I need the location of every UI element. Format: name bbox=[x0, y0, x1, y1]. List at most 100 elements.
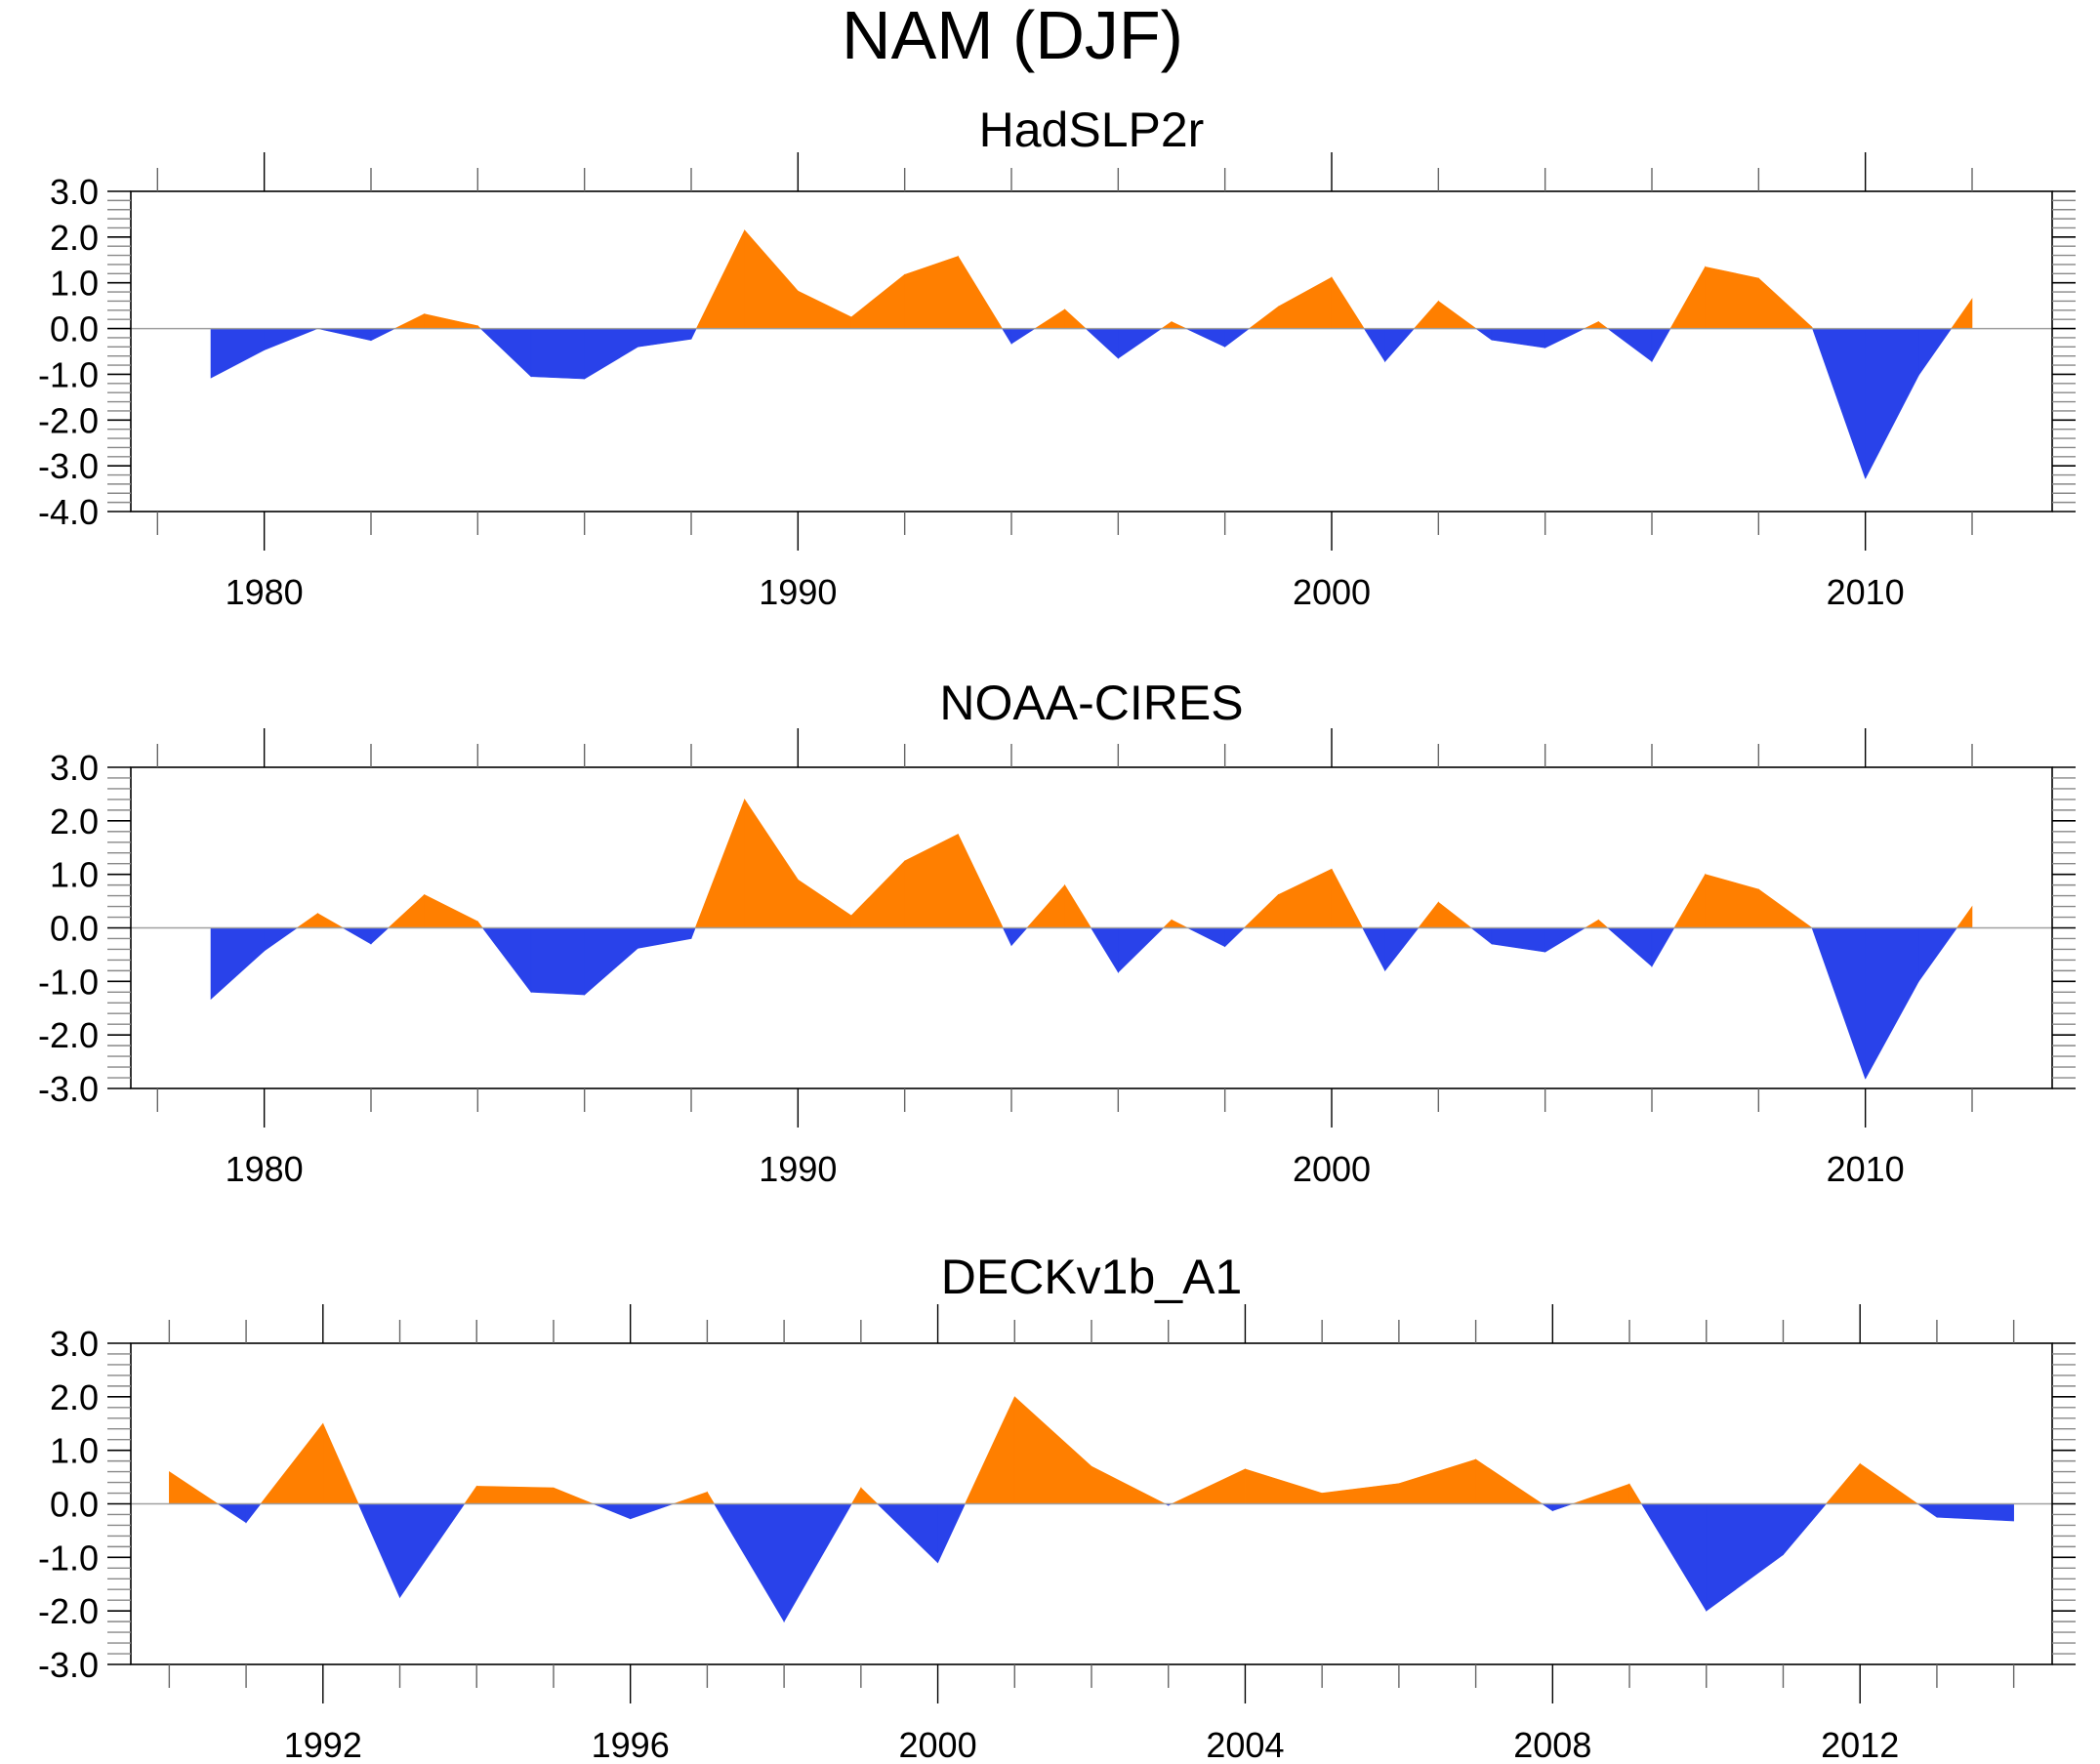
positive-area bbox=[1013, 1396, 1092, 1504]
negative-area bbox=[342, 927, 372, 945]
negative-area bbox=[264, 927, 299, 952]
negative-area bbox=[530, 927, 585, 996]
x-tick-label: 2000 bbox=[1293, 1149, 1371, 1189]
positive-area bbox=[1758, 277, 1813, 329]
y-tick-label: -1.0 bbox=[38, 1538, 99, 1578]
positive-area bbox=[424, 894, 478, 928]
x-tick-label: 1996 bbox=[592, 1725, 670, 1764]
negative-area bbox=[1811, 927, 1866, 1080]
y-tick-label: -3.0 bbox=[38, 446, 99, 486]
y-tick-label: -2.0 bbox=[38, 1015, 99, 1055]
positive-area bbox=[744, 798, 799, 928]
negative-area bbox=[1187, 927, 1225, 948]
negative-area bbox=[1865, 927, 1919, 1080]
y-tick-label: 3.0 bbox=[50, 748, 99, 788]
negative-area bbox=[1002, 927, 1012, 946]
positive-area bbox=[1091, 1465, 1166, 1504]
positive-area bbox=[1859, 1462, 1919, 1504]
negative-area bbox=[1010, 328, 1037, 345]
y-tick-label: 3.0 bbox=[50, 172, 99, 212]
positive-area bbox=[1321, 1483, 1400, 1504]
positive-area bbox=[958, 834, 1004, 928]
positive-area bbox=[798, 879, 852, 928]
positive-area bbox=[1628, 1483, 1642, 1504]
negative-area bbox=[1936, 1503, 2014, 1522]
y-tick-label: -1.0 bbox=[38, 962, 99, 1002]
positive-area bbox=[673, 1492, 708, 1504]
panel-title: NOAA-CIRES bbox=[939, 676, 1243, 730]
x-tick-label: 2000 bbox=[899, 1725, 977, 1764]
negative-area bbox=[399, 1503, 466, 1599]
positive-area bbox=[1331, 869, 1364, 928]
positive-area bbox=[477, 921, 483, 928]
positive-area bbox=[694, 799, 745, 928]
y-tick-label: -2.0 bbox=[38, 400, 99, 440]
x-tick-label: 1990 bbox=[759, 572, 837, 612]
y-tick-label: 0.0 bbox=[50, 309, 99, 349]
positive-area bbox=[1438, 300, 1477, 329]
positive-area bbox=[1245, 1468, 1323, 1504]
positive-area bbox=[1278, 276, 1333, 329]
x-tick-label: 2010 bbox=[1827, 1149, 1905, 1189]
y-tick-label: 1.0 bbox=[50, 264, 99, 304]
negative-area bbox=[370, 328, 395, 342]
positive-area bbox=[1064, 308, 1087, 329]
positive-area bbox=[1160, 320, 1173, 329]
negative-area bbox=[630, 1503, 674, 1520]
negative-area bbox=[1118, 328, 1163, 359]
positive-area bbox=[1705, 266, 1759, 329]
negative-area bbox=[210, 328, 265, 379]
negative-area bbox=[714, 1503, 785, 1623]
positive-area bbox=[1172, 1468, 1246, 1504]
negative-area bbox=[1085, 328, 1119, 359]
positive-area bbox=[1951, 298, 1973, 329]
panel-3: DECKv1b_A1 3.0 2.0 1.0 0.0 -1.0 -2.0 -3.0 1992 19… bbox=[38, 1250, 2076, 1764]
positive-area bbox=[1034, 308, 1065, 329]
negative-area bbox=[217, 1503, 247, 1524]
negative-area bbox=[690, 927, 696, 939]
positive-area bbox=[1475, 1458, 1544, 1504]
x-tick-label: 1980 bbox=[226, 1149, 304, 1189]
positive-area bbox=[798, 290, 852, 329]
negative-area bbox=[584, 927, 638, 996]
y-tick-label: 2.0 bbox=[50, 1377, 99, 1417]
positive-area bbox=[1171, 321, 1187, 329]
x-tick-label: 1980 bbox=[226, 572, 304, 612]
positive-area bbox=[1398, 1458, 1476, 1504]
negative-area bbox=[638, 328, 692, 348]
positive-area bbox=[904, 834, 959, 928]
positive-area bbox=[1248, 306, 1279, 329]
negative-area bbox=[1362, 927, 1385, 971]
positive-area bbox=[850, 273, 905, 329]
positive-area bbox=[1584, 321, 1599, 329]
negative-area bbox=[783, 1503, 852, 1623]
positive-area bbox=[1418, 901, 1439, 928]
negative-area bbox=[1606, 927, 1653, 967]
positive-area bbox=[695, 229, 745, 329]
positive-area bbox=[1243, 893, 1279, 928]
x-tick-label: 2008 bbox=[1513, 1725, 1591, 1764]
positive-area bbox=[1598, 919, 1609, 928]
negative-area bbox=[264, 328, 318, 351]
negative-area bbox=[1865, 328, 1919, 479]
positive-area bbox=[1171, 919, 1188, 928]
negative-area bbox=[357, 1503, 400, 1598]
negative-area bbox=[1470, 927, 1493, 945]
positive-area bbox=[1758, 888, 1813, 928]
panel-title: DECKv1b_A1 bbox=[941, 1250, 1243, 1304]
panel-1: HadSLP2r 3.0 2.0 1.0 0.0 -1.0 -2.0 -3.0 -4.0 1980… bbox=[38, 103, 2076, 612]
negative-area bbox=[638, 927, 692, 949]
negative-area bbox=[1544, 927, 1586, 953]
negative-area bbox=[1475, 328, 1493, 341]
negative-area bbox=[1010, 927, 1028, 947]
y-tick-label: -1.0 bbox=[38, 354, 99, 394]
positive-area bbox=[958, 255, 1004, 329]
negative-area bbox=[1640, 1503, 1708, 1613]
negative-area bbox=[1541, 1503, 1553, 1512]
positive-area bbox=[475, 1486, 555, 1504]
y-tick-label: 0.0 bbox=[50, 1485, 99, 1525]
negative-area bbox=[1090, 927, 1119, 974]
negative-area bbox=[1384, 927, 1420, 972]
panel-2: NOAA-CIRES 3.0 2.0 1.0 0.0 -1.0 -2.0 -3.0 1980 19… bbox=[38, 676, 2076, 1189]
